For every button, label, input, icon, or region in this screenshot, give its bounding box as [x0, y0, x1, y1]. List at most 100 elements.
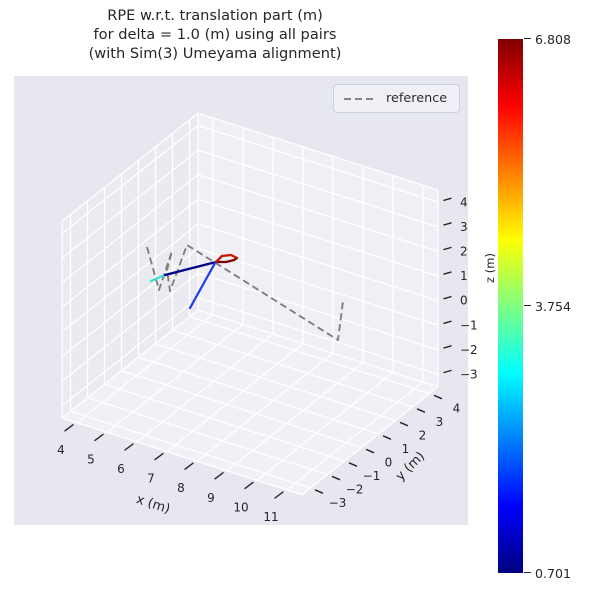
colorbar-tick-mid — [524, 305, 531, 307]
z-tick-label: −3 — [460, 368, 478, 382]
y-tick-mark — [348, 462, 358, 467]
x-tick-label: 8 — [177, 481, 185, 495]
colorbar-tick-max — [524, 38, 531, 40]
grid-line — [61, 112, 199, 222]
colorbar-tick-min — [524, 572, 531, 574]
grid-line — [197, 198, 439, 277]
y-tick-mark — [382, 435, 392, 440]
colorbar-label-max: 6.808 — [535, 32, 572, 47]
chart-title: RPE w.r.t. translation part (m) for delt… — [0, 6, 430, 63]
x-tick-mark — [154, 452, 164, 461]
y-tick-label: 4 — [453, 402, 461, 416]
grid-line — [136, 333, 274, 443]
floor-pane — [62, 310, 438, 495]
estimate-trajectory-segment — [163, 260, 218, 277]
chart-title-line1: RPE w.r.t. translation part (m) — [107, 7, 323, 24]
z-tick-mark — [443, 222, 452, 226]
grid-group — [61, 112, 439, 496]
estimate-trajectory-segment — [149, 273, 167, 283]
legend: reference — [333, 84, 460, 113]
x-tick-mark — [124, 443, 134, 451]
grid-line — [61, 223, 199, 333]
z-tick-mark — [443, 197, 452, 202]
x-tick-label: 10 — [233, 500, 248, 514]
grid-line — [61, 174, 199, 284]
grid-line — [61, 149, 199, 259]
x-tick-mark — [244, 481, 254, 490]
y-tick-mark — [399, 421, 409, 427]
colorbar-label-mid: 3.754 — [535, 299, 572, 314]
y-tick-label: 1 — [402, 442, 410, 456]
x-tick-label: 7 — [147, 472, 155, 486]
y-tick-mark — [433, 394, 443, 400]
z-tick-label: −2 — [460, 343, 478, 357]
grid-line — [197, 112, 439, 191]
grid-line — [172, 329, 413, 408]
grid-line — [196, 352, 334, 462]
z-tick-label: −1 — [460, 318, 478, 332]
trajectory-group — [146, 244, 344, 341]
grid-line — [138, 356, 379, 435]
y-tick-mark — [314, 489, 324, 494]
grid-line — [155, 343, 396, 422]
legend-item-reference: reference — [386, 91, 448, 106]
z-tick-label: 0 — [460, 294, 468, 308]
pane-group — [62, 113, 438, 495]
grid-line — [106, 323, 244, 433]
grid-line — [76, 314, 214, 424]
grid-line — [197, 247, 439, 326]
x-tick-mark — [64, 424, 74, 432]
grid-line — [121, 370, 362, 449]
grid-line — [61, 124, 199, 235]
z-tick-mark — [443, 345, 452, 349]
y-tick-label: −2 — [346, 483, 364, 497]
grid-line — [61, 297, 199, 407]
grid-line — [70, 410, 311, 489]
grid-line — [286, 381, 424, 491]
y-tick-label: 0 — [385, 456, 393, 470]
grid-line — [61, 272, 199, 382]
y-tick-label: 2 — [419, 429, 427, 443]
reference-trajectory — [146, 244, 344, 341]
y-tick-mark — [365, 448, 375, 454]
y-tick-label: −3 — [329, 496, 347, 510]
x-tick-mark — [184, 462, 194, 470]
x-tick-label: 5 — [87, 452, 95, 466]
grid-line — [197, 223, 439, 302]
z-tick-label: 4 — [460, 195, 468, 209]
z-axis-label: z (m) — [483, 253, 497, 283]
grid-line — [189, 316, 430, 395]
grid-line — [197, 174, 439, 253]
z-tick-mark — [443, 320, 452, 324]
grid-line — [197, 297, 439, 376]
estimate-trajectory-segment — [188, 261, 217, 310]
grid-line — [197, 272, 439, 351]
grid-line — [87, 397, 328, 476]
grid-line — [61, 417, 303, 496]
chart-title-line3: (with Sim(3) Umeyama alignment) — [88, 45, 342, 62]
estimate-trajectory-segment — [214, 256, 239, 264]
z-tick-mark — [443, 271, 452, 275]
y-tick-mark — [416, 408, 426, 413]
y-tick-label: 3 — [436, 415, 444, 429]
grid-line — [226, 362, 364, 472]
y-tick-mark — [331, 475, 341, 481]
grid-line — [61, 198, 199, 308]
z-tick-mark — [443, 296, 452, 300]
y-tick-label: −1 — [363, 469, 381, 483]
x-tick-label: 9 — [207, 491, 215, 505]
estimate-trajectory-segment — [213, 253, 239, 265]
grid-line — [61, 247, 199, 358]
grid-line — [104, 383, 345, 462]
grid-line — [256, 371, 394, 481]
x-tick-label: 4 — [57, 443, 65, 457]
x-tick-mark — [94, 433, 104, 442]
x-tick-label: 11 — [263, 510, 278, 524]
x-tick-mark — [214, 472, 224, 480]
grid-line — [166, 343, 304, 453]
legend-dash-sample — [344, 97, 376, 100]
z-tick-label: 3 — [460, 220, 468, 234]
